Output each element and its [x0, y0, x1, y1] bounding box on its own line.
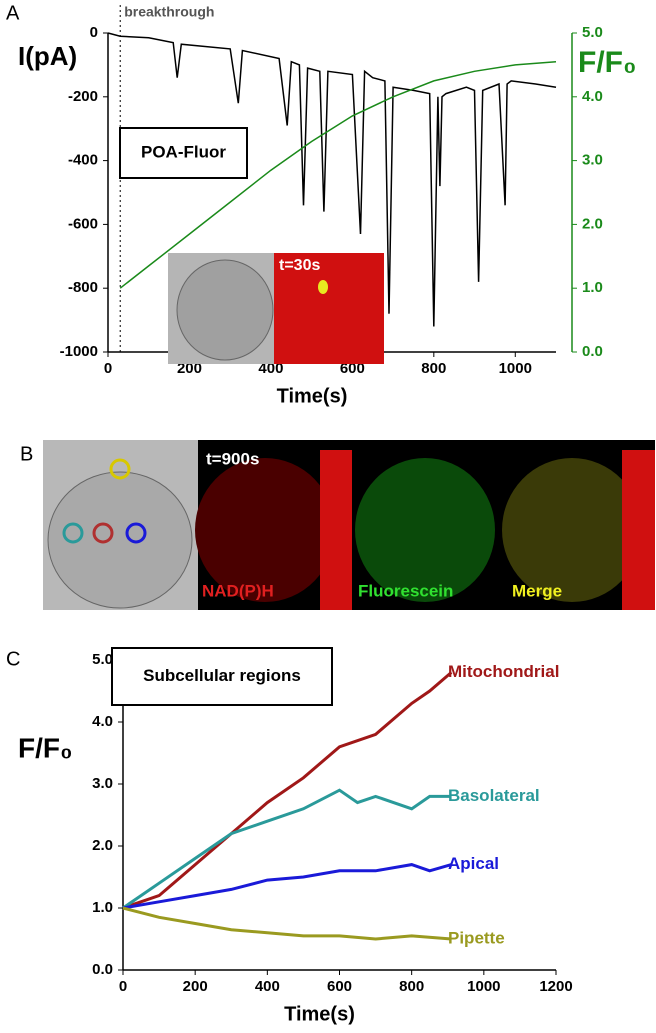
- y-tick-label: -400: [68, 152, 98, 169]
- series-label: Pipette: [448, 928, 505, 947]
- cell: [47, 471, 193, 609]
- y-tick-label: 3.0: [92, 775, 113, 792]
- x-tick-label: 200: [183, 978, 208, 995]
- channel-label: NAD(P)H: [202, 581, 274, 600]
- cell: [355, 458, 495, 602]
- x-axis-label: Time(s): [277, 385, 348, 407]
- y2-tick-label: 1.0: [582, 279, 603, 296]
- x-tick-label: 0: [104, 360, 112, 377]
- y-tick-label: 2.0: [92, 837, 113, 854]
- x-tick-label: 400: [255, 978, 280, 995]
- inset-cell: [176, 259, 274, 361]
- annotation: breakthrough: [124, 4, 214, 20]
- cell: [320, 450, 352, 610]
- box-label: Subcellular regions: [143, 666, 301, 685]
- y2-axis-label: F/F₀: [578, 46, 637, 79]
- x-axis-label: Time(s): [284, 1003, 355, 1025]
- y-tick-label: 4.0: [92, 713, 113, 730]
- y-tick-label: 0: [90, 24, 98, 41]
- roi: [109, 458, 131, 480]
- channel-label: Merge: [512, 581, 562, 600]
- x-tick-label: 0: [119, 978, 127, 995]
- cell: [502, 458, 642, 602]
- series-label: Basolateral: [448, 786, 540, 805]
- x-tick-label: 400: [258, 360, 283, 377]
- series-line: [122, 671, 453, 910]
- series-line: [122, 788, 452, 910]
- roi: [92, 522, 114, 544]
- x-tick-label: 800: [421, 360, 446, 377]
- x-tick-label: 1200: [539, 978, 572, 995]
- y2-tick-label: 0.0: [582, 343, 603, 360]
- panel-label: B: [20, 443, 33, 465]
- series-label: Apical: [448, 854, 499, 873]
- y-tick-label: 1.0: [92, 899, 113, 916]
- panel-b-images: B t=900s NAD(P)H Fluorescein Merge: [20, 440, 655, 610]
- series-line: [107, 32, 557, 327]
- series-label: Mitochondrial: [448, 662, 559, 681]
- series-line: [119, 60, 557, 289]
- cell: [622, 450, 655, 610]
- y2-tick-label: 4.0: [582, 88, 603, 105]
- x-tick-label: 200: [177, 360, 202, 377]
- y-tick-label: 0.0: [92, 961, 113, 978]
- y-tick-label: -800: [68, 279, 98, 296]
- roi: [62, 522, 84, 544]
- image-label: t=900s: [206, 449, 259, 468]
- x-tick-label: 600: [340, 360, 365, 377]
- x-tick-label: 800: [399, 978, 424, 995]
- y2-tick-label: 3.0: [582, 152, 603, 169]
- channel-label: Fluorescein: [358, 581, 453, 600]
- cell: [195, 458, 335, 602]
- y-tick-label: -1000: [60, 343, 98, 360]
- label-box: [119, 127, 248, 179]
- label-box: [111, 647, 333, 706]
- box-label: POA-Fluor: [141, 142, 226, 161]
- series-line: [122, 863, 452, 910]
- x-tick-label: 1000: [467, 978, 500, 995]
- panel-label: A: [6, 2, 20, 24]
- y-axis-label: F/F₀: [18, 732, 73, 763]
- y-tick-label: -200: [68, 88, 98, 105]
- y-axis-label: I(pA): [18, 41, 77, 71]
- x-tick-label: 600: [327, 978, 352, 995]
- x-tick-label: 1000: [499, 360, 532, 377]
- y-tick-label: -600: [68, 215, 98, 232]
- inset-label: t=30s: [279, 257, 320, 274]
- series-line: [122, 906, 452, 941]
- panel-label: C: [6, 648, 20, 670]
- y2-tick-label: 2.0: [582, 215, 603, 232]
- y-tick-label: 5.0: [92, 651, 113, 668]
- y2-tick-label: 5.0: [582, 24, 603, 41]
- roi: [125, 522, 147, 544]
- inset-spot: [318, 280, 328, 294]
- inset-fluor: [274, 253, 384, 364]
